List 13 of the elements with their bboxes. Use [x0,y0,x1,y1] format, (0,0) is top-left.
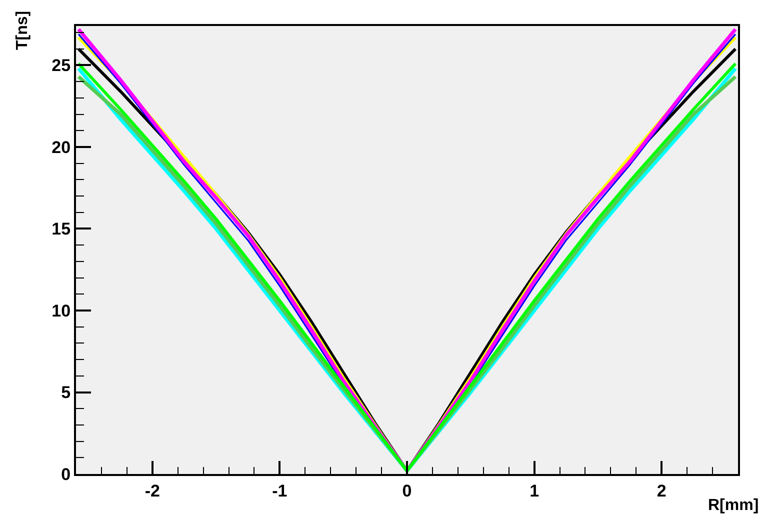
x-tick-label: 2 [656,481,666,500]
y-tick-label: 5 [61,383,71,402]
y-tick-label: 20 [52,138,71,157]
x-axis-title: R[mm] [708,497,759,514]
y-tick-label: 25 [52,56,71,76]
y-tick-label: 10 [52,301,71,320]
x-tick-label: -1 [272,481,288,500]
y-tick-label: 0 [61,464,71,484]
x-tick-label: -2 [144,481,160,500]
x-tick-label: 0 [402,481,412,500]
y-tick-label: 15 [52,220,71,239]
x-tick-label: 1 [530,481,540,500]
y-axis-title: T[ns] [14,10,31,50]
